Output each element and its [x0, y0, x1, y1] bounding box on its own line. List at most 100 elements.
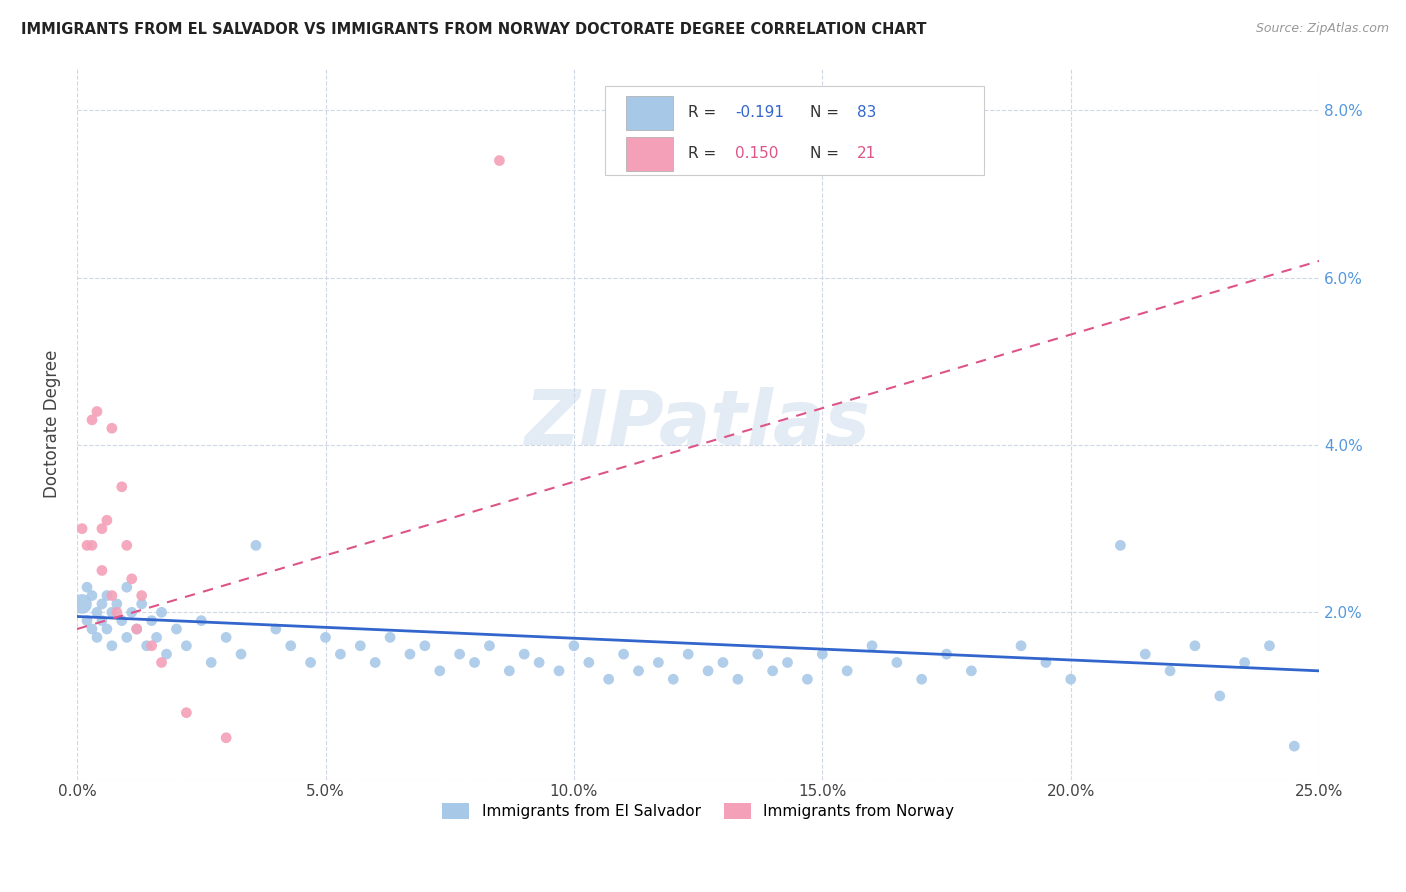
Point: [176, 706, 198, 720]
Point: [1159, 664, 1181, 678]
Point: [121, 572, 143, 586]
Point: [70, 522, 93, 536]
Point: [1060, 672, 1083, 686]
Point: [115, 538, 138, 552]
Point: [697, 664, 720, 678]
Point: [727, 672, 749, 686]
Point: [413, 639, 436, 653]
Y-axis label: Doctorate Degree: Doctorate Degree: [44, 350, 60, 499]
Point: [378, 631, 401, 645]
Point: [80, 413, 103, 427]
Point: [627, 664, 650, 678]
Point: [1135, 647, 1157, 661]
Point: [578, 656, 600, 670]
Text: ZIPatlas: ZIPatlas: [524, 387, 872, 461]
Point: [111, 480, 134, 494]
FancyBboxPatch shape: [626, 136, 673, 170]
Point: [176, 639, 198, 653]
Point: [131, 589, 153, 603]
Point: [513, 647, 536, 661]
Point: [245, 538, 267, 552]
Point: [215, 631, 238, 645]
Point: [141, 614, 163, 628]
Point: [711, 656, 734, 670]
Point: [264, 622, 287, 636]
Point: [613, 647, 636, 661]
Point: [935, 647, 957, 661]
Point: [1258, 639, 1281, 653]
Point: [886, 656, 908, 670]
Point: [598, 672, 620, 686]
Text: N =: N =: [810, 105, 844, 120]
Text: 83: 83: [858, 105, 876, 120]
Point: [811, 647, 834, 661]
FancyBboxPatch shape: [605, 87, 984, 175]
Point: [96, 622, 118, 636]
Point: [70, 597, 93, 611]
Point: [111, 614, 134, 628]
Point: [1233, 656, 1256, 670]
Point: [860, 639, 883, 653]
Point: [399, 647, 422, 661]
Point: [364, 656, 387, 670]
FancyBboxPatch shape: [626, 95, 673, 130]
Point: [125, 622, 148, 636]
Point: [145, 631, 167, 645]
Point: [115, 580, 138, 594]
Point: [150, 605, 173, 619]
Text: Source: ZipAtlas.com: Source: ZipAtlas.com: [1256, 22, 1389, 36]
Point: [1284, 739, 1306, 753]
Point: [229, 647, 252, 661]
Point: [150, 656, 173, 670]
Point: [80, 538, 103, 552]
Text: IMMIGRANTS FROM EL SALVADOR VS IMMIGRANTS FROM NORWAY DOCTORATE DEGREE CORRELATI: IMMIGRANTS FROM EL SALVADOR VS IMMIGRANT…: [21, 22, 927, 37]
Text: N =: N =: [810, 146, 844, 161]
Point: [796, 672, 818, 686]
Point: [662, 672, 685, 686]
Point: [86, 605, 108, 619]
Point: [647, 656, 669, 670]
Point: [125, 622, 148, 636]
Point: [76, 614, 98, 628]
Point: [215, 731, 238, 745]
Text: R =: R =: [688, 146, 721, 161]
Text: 21: 21: [858, 146, 876, 161]
Point: [911, 672, 934, 686]
Point: [135, 639, 157, 653]
Point: [105, 605, 128, 619]
Text: R =: R =: [688, 105, 721, 120]
Point: [776, 656, 799, 670]
Point: [498, 664, 520, 678]
Point: [96, 513, 118, 527]
Point: [464, 656, 486, 670]
Point: [449, 647, 471, 661]
Point: [86, 404, 108, 418]
Point: [90, 614, 112, 628]
Point: [90, 597, 112, 611]
Point: [101, 589, 124, 603]
Point: [101, 421, 124, 435]
Point: [837, 664, 859, 678]
Point: [101, 639, 124, 653]
Point: [105, 597, 128, 611]
Point: [429, 664, 451, 678]
Point: [76, 580, 98, 594]
Point: [1010, 639, 1032, 653]
Point: [676, 647, 699, 661]
Point: [121, 605, 143, 619]
Point: [280, 639, 302, 653]
Point: [166, 622, 188, 636]
Point: [329, 647, 352, 661]
Point: [315, 631, 337, 645]
Point: [90, 564, 112, 578]
Point: [141, 639, 163, 653]
Point: [80, 622, 103, 636]
Point: [762, 664, 785, 678]
Point: [131, 597, 153, 611]
Point: [1184, 639, 1206, 653]
Point: [488, 153, 510, 168]
Point: [76, 538, 98, 552]
Point: [155, 647, 177, 661]
Text: 0.150: 0.150: [735, 146, 779, 161]
Point: [200, 656, 222, 670]
